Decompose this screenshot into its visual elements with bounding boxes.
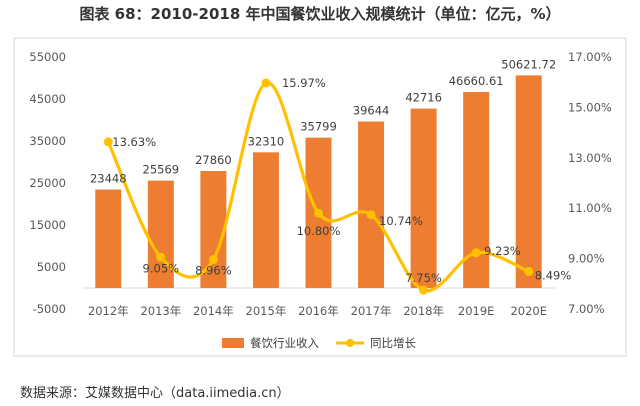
line-value-label: 7.75% (405, 271, 442, 285)
bar-value-label: 35799 (300, 120, 337, 134)
line-value-label: 8.96% (195, 264, 232, 278)
x-tick-label: 2020E (510, 304, 547, 318)
y-left-tick-label: 45000 (29, 92, 66, 106)
line-value-label: 10.74% (379, 214, 423, 228)
line-point (156, 252, 166, 262)
legend-bar-swatch (222, 338, 244, 348)
x-tick-label: 2015年 (246, 304, 287, 318)
bar-value-label: 23448 (90, 172, 127, 186)
line-value-label: 15.97% (282, 76, 326, 90)
bar (200, 170, 227, 288)
growth-line (103, 78, 534, 295)
bar (410, 108, 437, 288)
line-point (471, 248, 481, 258)
y-left-tick-label: 5000 (37, 260, 66, 274)
legend-bar-label: 餐饮行业收入 (250, 336, 319, 350)
x-tick-label: 2014年 (193, 304, 234, 318)
data-labels: 23448 25569 27860 32310 35799 39644 42716 46660… (90, 57, 571, 285)
x-tick-label: 2018年 (403, 304, 444, 318)
bar (252, 152, 279, 288)
line-value-label: 9.05% (143, 261, 180, 275)
bar (147, 180, 174, 288)
y-left-tick-label: 15000 (29, 218, 66, 232)
line-point (366, 210, 376, 220)
chart-frame (13, 37, 627, 357)
axes: -5000 5000 15000 25000 35000 45000 55000 7.00% 9… (29, 50, 612, 318)
y-right-tick-label: 11.00% (568, 201, 612, 215)
bar-value-label: 50621.72 (501, 57, 556, 71)
source-note: 数据来源：艾媒数据中心（data.iimedia.cn） (20, 386, 290, 401)
y-left-tick-label: -5000 (33, 302, 66, 316)
x-tick-label: 2019E (458, 304, 495, 318)
line-value-label: 8.49% (535, 268, 572, 282)
line-point (314, 208, 323, 218)
legend-line-marker (346, 339, 354, 347)
x-tick-label: 2013年 (140, 304, 181, 318)
y-right-tick-label: 7.00% (568, 302, 605, 316)
line-point (261, 78, 271, 88)
line-value-label: 9.23% (484, 244, 521, 258)
x-tick-label: 2016年 (298, 304, 339, 318)
y-left-tick-label: 35000 (29, 134, 66, 148)
y-right-tick-label: 15.00% (568, 100, 612, 114)
chart-title: 图表 68：2010-2018 年中国餐饮业收入规模统计（单位：亿元，%） (79, 5, 560, 23)
bar-value-label: 39644 (353, 103, 390, 117)
line-point (524, 266, 534, 276)
y-left-tick-label: 55000 (29, 50, 66, 64)
line-point (419, 285, 429, 295)
bar-value-label: 46660.61 (449, 74, 504, 88)
y-left-tick-label: 25000 (29, 176, 66, 190)
bar (358, 121, 385, 288)
bar-value-label: 27860 (195, 153, 232, 167)
bar-value-label: 42716 (405, 91, 442, 105)
growth-line-path (106, 81, 530, 293)
x-tick-label: 2012年 (88, 304, 129, 318)
y-right-tick-label: 13.00% (568, 151, 612, 165)
legend: 餐饮行业收入 同比增长 (222, 336, 416, 350)
bar-value-label: 25569 (143, 163, 180, 177)
y-right-tick-label: 9.00% (568, 252, 605, 266)
legend-line-label: 同比增长 (370, 336, 416, 350)
x-tick-label: 2017年 (351, 304, 392, 318)
bar-value-label: 32310 (248, 134, 285, 148)
bar (515, 75, 542, 288)
line-point (208, 255, 218, 265)
line-value-label: 10.80% (297, 224, 341, 238)
line-value-label: 13.63% (112, 135, 156, 149)
bar (95, 189, 122, 288)
line-point (103, 137, 113, 147)
bars (95, 75, 542, 288)
y-right-tick-label: 17.00% (568, 50, 612, 64)
